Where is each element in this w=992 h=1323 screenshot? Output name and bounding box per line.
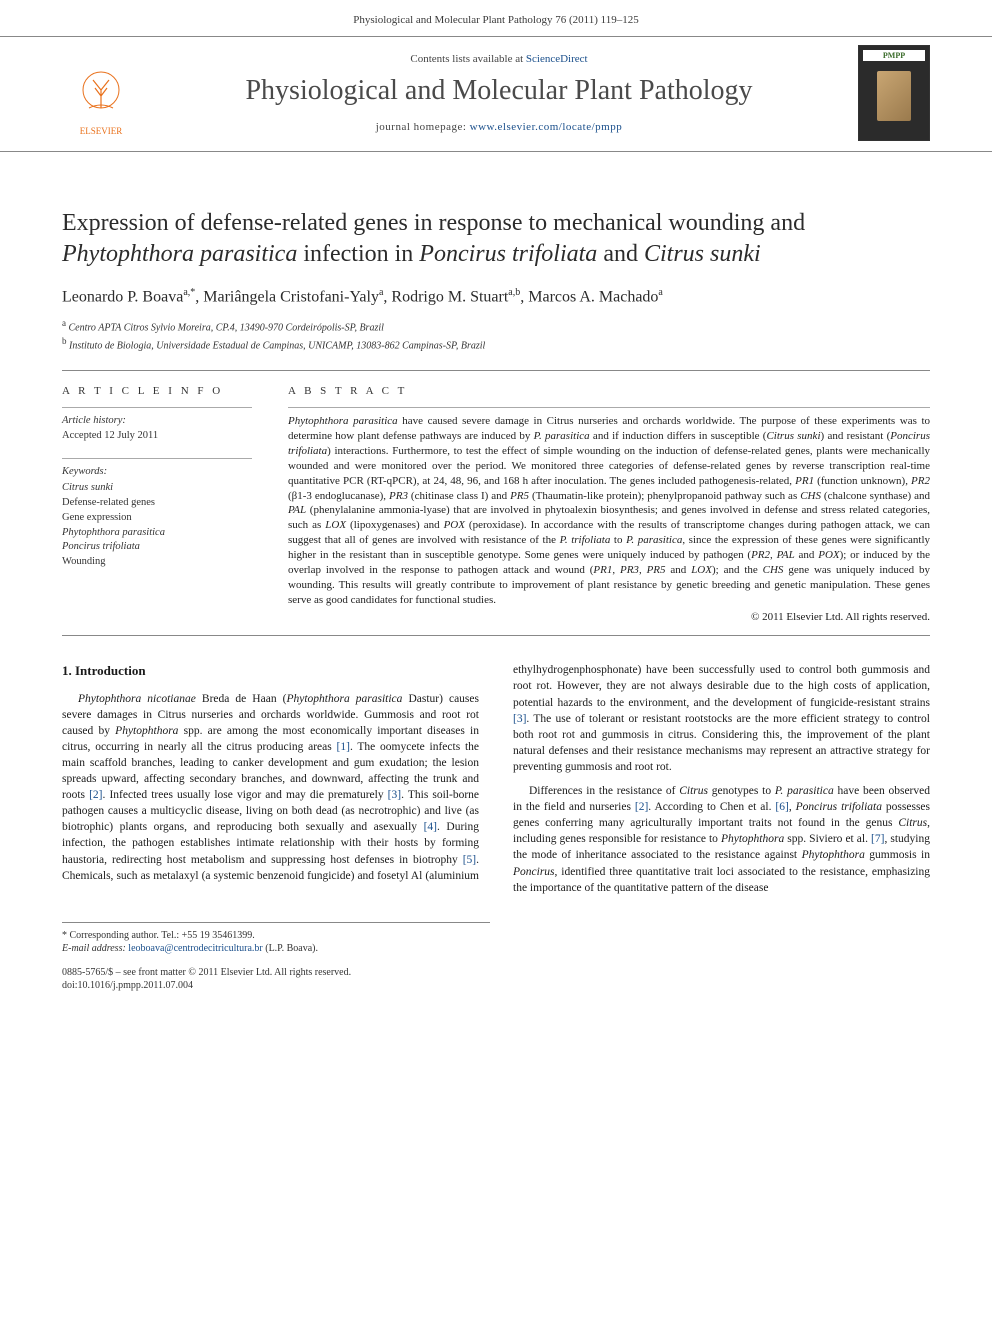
publisher-name: ELSEVIER	[80, 126, 123, 136]
keywords-label: Keywords:	[62, 465, 252, 480]
homepage-prefix: journal homepage:	[376, 121, 470, 133]
issn-line: 0885-5765/$ – see front matter © 2011 El…	[62, 966, 490, 980]
keyword: Citrus sunki	[62, 482, 113, 493]
homepage-line: journal homepage: www.elsevier.com/locat…	[152, 121, 846, 133]
keyword: Poncirus trifoliata	[62, 541, 140, 552]
keyword: Wounding	[62, 556, 106, 567]
keyword: Defense-related genes	[62, 497, 155, 508]
cover-label: PMPP	[863, 50, 925, 61]
elsevier-logo: ELSEVIER	[62, 50, 140, 136]
divider	[62, 370, 930, 371]
affiliation-a: a Centro APTA Citros Sylvio Moreira, CP.…	[62, 317, 930, 335]
cover-image-icon	[877, 71, 911, 121]
corresponding-email-link[interactable]: leoboava@centrodecitricultura.br	[128, 943, 262, 954]
history-value: Accepted 12 July 2011	[62, 430, 158, 441]
journal-homepage-link[interactable]: www.elsevier.com/locate/pmpp	[470, 121, 623, 133]
article-history: Article history: Accepted 12 July 2011	[62, 407, 252, 443]
article-info-column: A R T I C L E I N F O Article history: A…	[62, 385, 252, 623]
abstract-copyright: © 2011 Elsevier Ltd. All rights reserved…	[288, 611, 930, 623]
article-title: Expression of defense-related genes in r…	[62, 208, 930, 269]
email-suffix: (L.P. Boava).	[263, 943, 318, 954]
intro-para-2: Differences in the resistance of Citrus …	[513, 783, 930, 896]
divider	[62, 635, 930, 636]
email-label: E-mail address:	[62, 943, 128, 954]
abstract-label: A B S T R A C T	[288, 385, 930, 397]
article-info-label: A R T I C L E I N F O	[62, 385, 252, 397]
email-line: E-mail address: leoboava@centrodecitricu…	[62, 942, 490, 956]
affiliation-b: b Instituto de Biologia, Universidade Es…	[62, 335, 930, 353]
page-footer: * Corresponding author. Tel.: +55 19 354…	[62, 922, 930, 993]
elsevier-tree-icon	[71, 66, 131, 126]
journal-name: Physiological and Molecular Plant Pathol…	[152, 75, 846, 107]
contents-line: Contents lists available at ScienceDirec…	[152, 53, 846, 65]
affiliations: a Centro APTA Citros Sylvio Moreira, CP.…	[62, 317, 930, 353]
doi-line: doi:10.1016/j.pmpp.2011.07.004	[62, 979, 490, 993]
keyword: Phytophthora parasitica	[62, 527, 165, 538]
journal-cover-thumbnail: PMPP	[858, 45, 930, 141]
corresponding-author: * Corresponding author. Tel.: +55 19 354…	[62, 929, 490, 943]
history-label: Article history:	[62, 415, 126, 426]
abstract-column: A B S T R A C T Phytophthora parasitica …	[288, 385, 930, 623]
keyword: Gene expression	[62, 512, 132, 523]
contents-prefix: Contents lists available at	[410, 53, 525, 65]
author-list: Leonardo P. Boavaa,*, Mariângela Cristof…	[62, 287, 930, 306]
masthead: ELSEVIER Contents lists available at Sci…	[0, 36, 992, 152]
keywords-block: Keywords: Citrus sunki Defense-related g…	[62, 458, 252, 570]
masthead-center: Contents lists available at ScienceDirec…	[152, 53, 846, 133]
running-head: Physiological and Molecular Plant Pathol…	[0, 0, 992, 36]
sciencedirect-link[interactable]: ScienceDirect	[526, 53, 588, 65]
abstract-text: Phytophthora parasitica have caused seve…	[288, 407, 930, 607]
body-text: 1. Introduction Phytophthora nicotianae …	[62, 662, 930, 895]
section-heading-introduction: 1. Introduction	[62, 662, 479, 680]
